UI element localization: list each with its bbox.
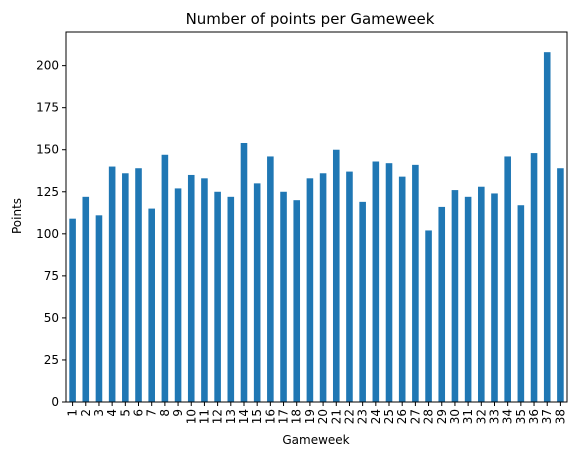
bar-gw-38 [557, 168, 564, 402]
y-tick-label: 0 [51, 395, 59, 409]
x-tick-label: 32 [474, 409, 488, 424]
x-tick-label: 12 [211, 409, 225, 424]
x-tick-label: 37 [540, 409, 554, 424]
bar-gw-35 [517, 205, 525, 402]
bar-gw-12 [214, 191, 221, 402]
bar-gw-34 [504, 156, 511, 402]
x-tick-label: 23 [356, 409, 370, 424]
x-tick-label: 25 [382, 409, 396, 424]
x-tick-label: 20 [316, 409, 330, 424]
x-tick-label: 10 [184, 409, 198, 424]
y-tick-label: 75 [44, 269, 59, 283]
x-tick-label: 4 [105, 409, 119, 417]
x-tick-label: 16 [263, 409, 277, 424]
x-tick-label: 14 [237, 409, 251, 424]
x-tick-label: 31 [461, 409, 475, 424]
bar-gw-22 [346, 171, 353, 402]
bar-gw-37 [543, 52, 551, 403]
x-tick-label: 11 [197, 409, 211, 424]
bar-gw-28 [425, 230, 432, 402]
y-tick-label: 50 [44, 311, 59, 325]
x-tick-label: 27 [408, 409, 422, 424]
bar-gw-2 [82, 196, 90, 402]
bar-gw-27 [412, 164, 419, 402]
x-tick-label: 30 [448, 409, 462, 424]
bar-gw-9 [174, 188, 182, 402]
bar-gw-1 [69, 218, 76, 402]
x-tick-label: 21 [329, 409, 343, 424]
x-tick-label: 9 [171, 409, 185, 417]
x-tick-label: 1 [66, 409, 80, 417]
bar-gw-19 [306, 178, 314, 402]
x-tick-label: 5 [118, 409, 132, 417]
bar-gw-4 [108, 166, 116, 402]
y-axis: 0 25 50 75 100 125 150 175 200 [36, 59, 66, 409]
bar-gw-17 [280, 191, 287, 402]
x-axis-label: Gameweek [282, 433, 349, 447]
y-tick-label: 175 [36, 101, 59, 115]
x-axis: 1 2 3 4 5 6 7 8 9 10 11 12 13 14 15 16 17 18 19 20 21 22 23 24 2… [66, 402, 567, 424]
x-tick-label: 33 [487, 409, 501, 424]
bar-gw-3 [95, 215, 103, 402]
x-tick-label: 8 [158, 409, 172, 417]
bar-gw-20 [319, 173, 327, 402]
bar-gw-23 [359, 201, 366, 402]
bar-gw-15 [253, 183, 261, 402]
y-tick-label: 100 [36, 227, 59, 241]
x-tick-label: 2 [79, 409, 93, 417]
y-axis-label: Points [10, 198, 24, 234]
bar-gw-32 [478, 186, 485, 402]
bar-gw-14 [240, 143, 248, 402]
bar-gw-21 [332, 149, 340, 402]
bar-gw-5 [122, 173, 129, 402]
x-tick-label: 22 [342, 409, 356, 424]
x-tick-label: 38 [553, 409, 567, 424]
chart-title: Number of points per Gameweek [186, 10, 435, 28]
x-tick-label: 28 [422, 409, 436, 424]
bar-gw-33 [491, 193, 498, 402]
x-tick-label: 7 [145, 409, 159, 417]
bar-gw-16 [267, 156, 274, 402]
x-tick-label: 36 [527, 409, 541, 424]
bar-gw-24 [372, 161, 380, 402]
bar-gw-18 [293, 200, 301, 402]
x-tick-label: 19 [303, 409, 317, 424]
bar-gw-29 [438, 206, 446, 402]
x-tick-label: 18 [290, 409, 304, 424]
x-tick-label: 26 [395, 409, 409, 424]
bar-gw-25 [385, 163, 393, 402]
bar-gw-31 [464, 196, 472, 402]
x-tick-label: 34 [501, 409, 515, 424]
bar-gw-36 [530, 153, 538, 402]
x-tick-label: 24 [369, 409, 383, 424]
bar-gw-6 [135, 168, 142, 402]
x-tick-label: 15 [250, 409, 264, 424]
x-tick-label: 35 [514, 409, 528, 424]
x-tick-label: 17 [277, 409, 291, 424]
y-tick-label: 200 [36, 59, 59, 73]
x-tick-label: 13 [224, 409, 238, 424]
y-tick-label: 150 [36, 143, 59, 157]
plot-frame [65, 31, 568, 403]
x-tick-label: 3 [92, 409, 106, 417]
x-tick-label: 6 [132, 409, 146, 417]
bar-gw-26 [398, 176, 406, 402]
bars-group [69, 52, 564, 403]
y-tick-label: 25 [44, 353, 59, 367]
bar-gw-8 [161, 154, 169, 402]
bar-gw-7 [148, 208, 155, 402]
y-tick-label: 125 [36, 185, 59, 199]
bar-gw-11 [201, 178, 208, 402]
x-tick-label: 29 [435, 409, 449, 424]
bar-gw-30 [451, 190, 459, 402]
bar-gw-10 [187, 174, 195, 402]
bar-gw-13 [227, 196, 235, 402]
